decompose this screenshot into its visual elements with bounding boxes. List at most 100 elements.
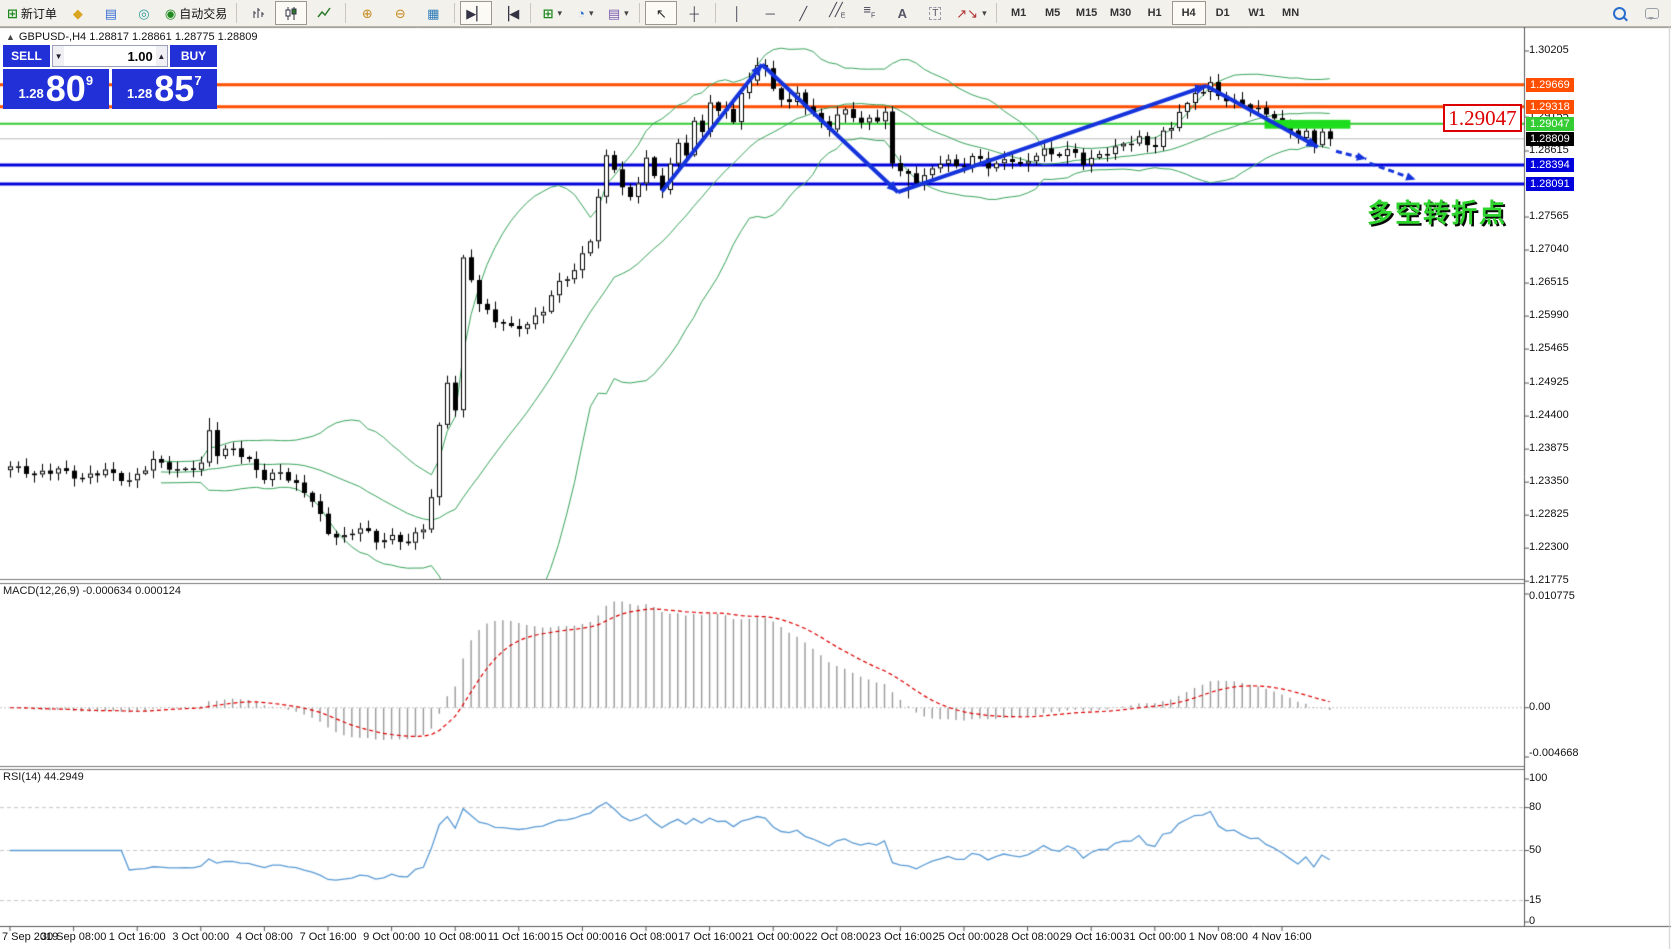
tile-windows-button[interactable]: ▦ [417, 1, 449, 25]
rsi-axis-tick: 80 [1529, 800, 1542, 813]
vertical-line-icon: │ [733, 5, 742, 21]
price-axis-tick: 1.23875 [1529, 442, 1569, 455]
separator [639, 3, 641, 23]
buy-button[interactable]: BUY [170, 45, 217, 67]
line-chart-button[interactable] [308, 1, 340, 25]
macd-pane-label: MACD(12,26,9) -0.000634 0.000124 [3, 585, 181, 597]
timeframe-button-M1[interactable]: M1 [1010, 7, 1027, 19]
price-axis-tick: 1.27040 [1529, 243, 1569, 256]
macd-values: -0.000634 0.000124 [82, 585, 181, 597]
fibonacci-tool-button[interactable]: ≡F [853, 1, 885, 25]
vertical-line-tool-button[interactable]: │ [721, 1, 753, 25]
zoom-in-button[interactable]: ⊕ [351, 1, 383, 25]
macd-label: MACD(12,26,9) [3, 585, 80, 597]
chat-button[interactable] [1636, 1, 1668, 25]
indicators-button[interactable]: ⊞ ▾ [536, 1, 568, 25]
time-axis-label: 21 Oct 00:00 [741, 931, 805, 943]
time-axis-label: 29 Oct 16:00 [1059, 931, 1123, 943]
rsi-axis-tick: 50 [1529, 843, 1542, 856]
arrows-tool-button[interactable]: ↗↘ ▾ [952, 1, 990, 25]
horizontal-line-tool-button[interactable]: ─ [754, 1, 786, 25]
rsi-axis-tick: 100 [1529, 772, 1548, 784]
chart-canvas[interactable] [0, 27, 1671, 949]
time-axis-label: 1 Oct 16:00 [108, 931, 166, 943]
timeframe-button-M30[interactable]: M30 [1109, 7, 1132, 19]
trendline-icon: ╱ [799, 5, 808, 21]
timeframe-button-H1[interactable]: H1 [1147, 7, 1162, 19]
signals-button[interactable]: ◎ [128, 1, 160, 25]
time-axis-label: 10 Oct 08:00 [423, 931, 487, 943]
horizontal-line-icon: ─ [765, 5, 775, 21]
time-axis-label: 4 Nov 16:00 [1252, 931, 1312, 943]
sell-price-big: 80 [45, 68, 86, 109]
bar-chart-icon [253, 7, 264, 18]
dropdown-arrow-icon[interactable]: ▾ [588, 7, 594, 18]
search-button[interactable] [1603, 1, 1635, 25]
text-tool-button[interactable]: A [886, 1, 918, 25]
new-order-icon: ⊞ [7, 5, 18, 21]
price-callout-box: 1.29047 [1443, 104, 1522, 132]
volume-increase-button[interactable]: ▲ [155, 46, 167, 66]
new-order-button[interactable]: ⊞ 新订单 [3, 1, 61, 25]
autotrading-label: 自动交易 [179, 6, 228, 21]
time-axis-label: 7 Sep 2019 [2, 931, 59, 943]
timeframe-button-M15[interactable]: M15 [1075, 7, 1098, 19]
autotrading-icon: ◉ [164, 5, 177, 21]
zoom-out-icon: ⊖ [394, 5, 406, 21]
dropdown-arrow-icon[interactable]: ▾ [624, 7, 629, 18]
price-axis-tick: 1.24925 [1529, 376, 1569, 389]
separator [530, 3, 532, 23]
volume-input[interactable] [64, 46, 156, 66]
trendline-tool-button[interactable]: ╱ [787, 1, 819, 25]
sell-price-display[interactable]: 1.28 80 9 [3, 69, 109, 109]
zoom-in-icon: ⊕ [361, 5, 373, 21]
buy-price-big: 85 [154, 68, 195, 109]
volume-decrease-button[interactable]: ▼ [53, 46, 65, 66]
new-order-label: 新订单 [20, 6, 57, 21]
dropdown-arrow-icon[interactable]: ▾ [982, 7, 987, 18]
timeframe-button-M5[interactable]: M5 [1044, 7, 1061, 19]
timeframe-button-W1[interactable]: W1 [1248, 7, 1265, 19]
market-watch-button[interactable]: ▤ [95, 1, 127, 25]
volume-spinner: ▼ ▲ [52, 45, 168, 67]
price-axis-tick: 1.28615 [1529, 144, 1569, 156]
time-axis-label: 22 Oct 08:00 [805, 931, 869, 943]
clock-icon: ◔ [577, 5, 585, 21]
dropdown-arrow-icon[interactable]: ▾ [557, 7, 562, 18]
time-axis-label: 11 Oct 16:00 [487, 931, 550, 943]
candlestick-chart-button[interactable] [275, 1, 308, 25]
channel-tool-button[interactable]: ╱╱E [820, 1, 852, 25]
tile-windows-icon: ▦ [427, 5, 440, 21]
rsi-axis-tick: 15 [1529, 893, 1542, 906]
rsi-axis-tick: 0 [1529, 915, 1536, 927]
templates-button[interactable]: ▤ ▾ [602, 1, 634, 25]
auto-scroll-button[interactable]: ▶▏ [460, 1, 493, 25]
buy-price-display[interactable]: 1.28 85 7 [111, 68, 217, 109]
timeframe-button-D1[interactable]: D1 [1215, 7, 1230, 19]
metaeditor-button[interactable]: ◆ [62, 1, 94, 25]
time-axis-label: 28 Oct 08:00 [996, 931, 1060, 943]
symbol-ohlc-text: GBPUSD-,H4 1.28817 1.28861 1.28775 1.288… [18, 31, 258, 43]
zoom-out-button[interactable]: ⊖ [384, 1, 416, 25]
macd-axis-tick: -0.004668 [1529, 747, 1579, 759]
indicators-icon: ⊞ [542, 5, 554, 21]
chart-shift-button[interactable]: ▕◀ [493, 1, 525, 25]
bar-chart-button[interactable] [242, 1, 274, 25]
cursor-tool-button[interactable]: ↖ [645, 1, 678, 25]
time-axis-label: 1 Nov 08:00 [1188, 931, 1249, 943]
timeframe-button-H4[interactable]: H4 [1171, 1, 1206, 25]
label-tool-button[interactable]: T [919, 1, 951, 25]
price-axis-tick: 1.22825 [1529, 508, 1569, 521]
time-axis-label: 15 Oct 00:00 [550, 931, 614, 943]
signals-icon: ◎ [138, 5, 150, 21]
timeframe-button-MN[interactable]: MN [1282, 7, 1300, 19]
crosshair-tool-button[interactable]: ┼ [678, 1, 710, 25]
time-axis-label: 4 Oct 08:00 [235, 931, 293, 943]
autotrading-button[interactable]: ◉ 自动交易 [161, 1, 231, 25]
buy-price-sup: 7 [194, 73, 202, 88]
periods-button[interactable]: ◔ ▾ [569, 1, 601, 25]
collapse-icon[interactable]: ▲ [6, 32, 15, 42]
sell-button[interactable]: SELL [3, 45, 50, 67]
sell-price-small: 1.28 [18, 86, 44, 101]
price-axis-tick: 1.25990 [1529, 309, 1569, 322]
